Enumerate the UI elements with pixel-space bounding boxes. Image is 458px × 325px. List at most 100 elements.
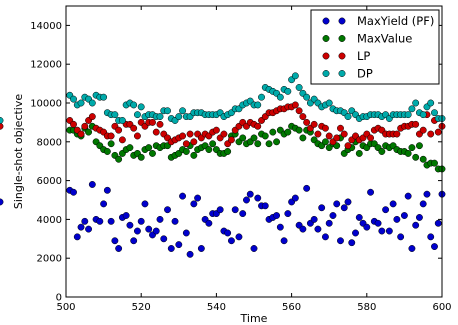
data-point	[77, 130, 85, 138]
data-point	[197, 245, 205, 252]
data-point	[291, 101, 299, 109]
data-point	[88, 99, 96, 107]
data-point	[107, 132, 115, 140]
data-point	[152, 227, 160, 235]
data-point	[175, 113, 183, 121]
data-point	[303, 184, 311, 192]
data-point	[137, 103, 145, 111]
data-point	[434, 128, 442, 136]
x-tick-label: 560	[282, 302, 301, 313]
data-point	[314, 225, 322, 233]
data-point	[419, 126, 427, 134]
data-point	[96, 217, 104, 225]
data-point	[284, 87, 292, 95]
x-tick-label: 520	[132, 302, 151, 313]
data-point	[344, 198, 352, 206]
legend-box	[310, 9, 440, 85]
legend-marker	[322, 52, 330, 60]
data-point	[299, 134, 307, 142]
data-point	[254, 140, 262, 148]
data-point	[190, 138, 198, 146]
data-point	[355, 149, 363, 157]
data-point	[88, 181, 96, 188]
axis-ticks: 500 520 540 560 580 6000200040006000800010000…	[30, 6, 452, 313]
y-tick-label: 4000	[37, 215, 62, 226]
data-point	[378, 148, 386, 155]
data-point	[126, 144, 134, 152]
data-point	[427, 233, 435, 241]
data-point	[126, 221, 134, 229]
legend-label: LP	[357, 49, 370, 63]
data-point	[171, 217, 179, 225]
data-point	[295, 107, 303, 115]
data-point	[186, 250, 194, 258]
x-tick-label: 540	[207, 302, 226, 313]
data-point	[85, 225, 93, 233]
data-point	[295, 84, 303, 91]
y-axis-label: Single-shot objective	[12, 94, 25, 209]
data-point	[209, 140, 217, 148]
data-point	[367, 134, 375, 142]
data-point	[382, 206, 390, 214]
data-point	[167, 245, 175, 252]
y-tick-label: 2000	[37, 254, 62, 265]
data-point	[122, 212, 130, 219]
data-point	[179, 107, 187, 115]
data-point	[103, 186, 111, 194]
data-point	[246, 190, 254, 198]
data-point	[149, 118, 156, 126]
legend-marker	[322, 35, 330, 42]
x-tick-label: 580	[357, 302, 376, 313]
legend-label: MaxYield (PF)	[357, 14, 434, 28]
data-point	[254, 194, 262, 202]
data-point	[137, 217, 145, 225]
legend-marker	[322, 70, 330, 77]
data-point	[182, 140, 190, 148]
data-point	[393, 215, 401, 223]
legend-marker	[338, 17, 346, 25]
data-point	[231, 206, 239, 214]
data-point	[276, 223, 284, 231]
data-point	[408, 245, 416, 252]
data-point	[367, 188, 375, 196]
legend-marker	[338, 35, 346, 42]
legend-label: MaxValue	[357, 32, 412, 46]
data-point	[258, 93, 265, 101]
data-point	[73, 233, 81, 241]
legend-marker	[322, 17, 330, 25]
data-point	[70, 95, 77, 103]
data-point	[419, 111, 427, 119]
data-point	[393, 130, 401, 138]
data-point	[325, 219, 333, 227]
data-point	[427, 130, 435, 138]
data-point	[415, 142, 423, 150]
data-point	[107, 140, 115, 148]
series-1	[66, 122, 446, 173]
data-point	[314, 130, 322, 138]
data-point	[261, 202, 269, 210]
data-point	[216, 206, 224, 214]
data-point	[70, 120, 77, 128]
data-point	[299, 113, 307, 121]
data-point	[227, 237, 235, 245]
data-point	[145, 225, 153, 233]
data-point	[280, 237, 288, 245]
data-point	[284, 210, 292, 218]
data-point	[378, 227, 386, 235]
data-point	[303, 118, 311, 126]
data-point	[337, 124, 344, 132]
data-point	[310, 120, 318, 128]
data-point	[156, 113, 164, 121]
data-point	[118, 117, 126, 124]
data-point	[333, 134, 341, 142]
data-point	[141, 200, 149, 208]
data-point	[100, 93, 108, 101]
data-point	[152, 128, 160, 136]
data-point	[412, 120, 420, 128]
data-point	[273, 212, 281, 219]
data-point	[254, 122, 262, 130]
data-point	[340, 130, 348, 138]
y-tick-label: 14000	[30, 21, 62, 32]
y-tick-label: 8000	[37, 137, 62, 148]
data-point	[115, 126, 123, 134]
